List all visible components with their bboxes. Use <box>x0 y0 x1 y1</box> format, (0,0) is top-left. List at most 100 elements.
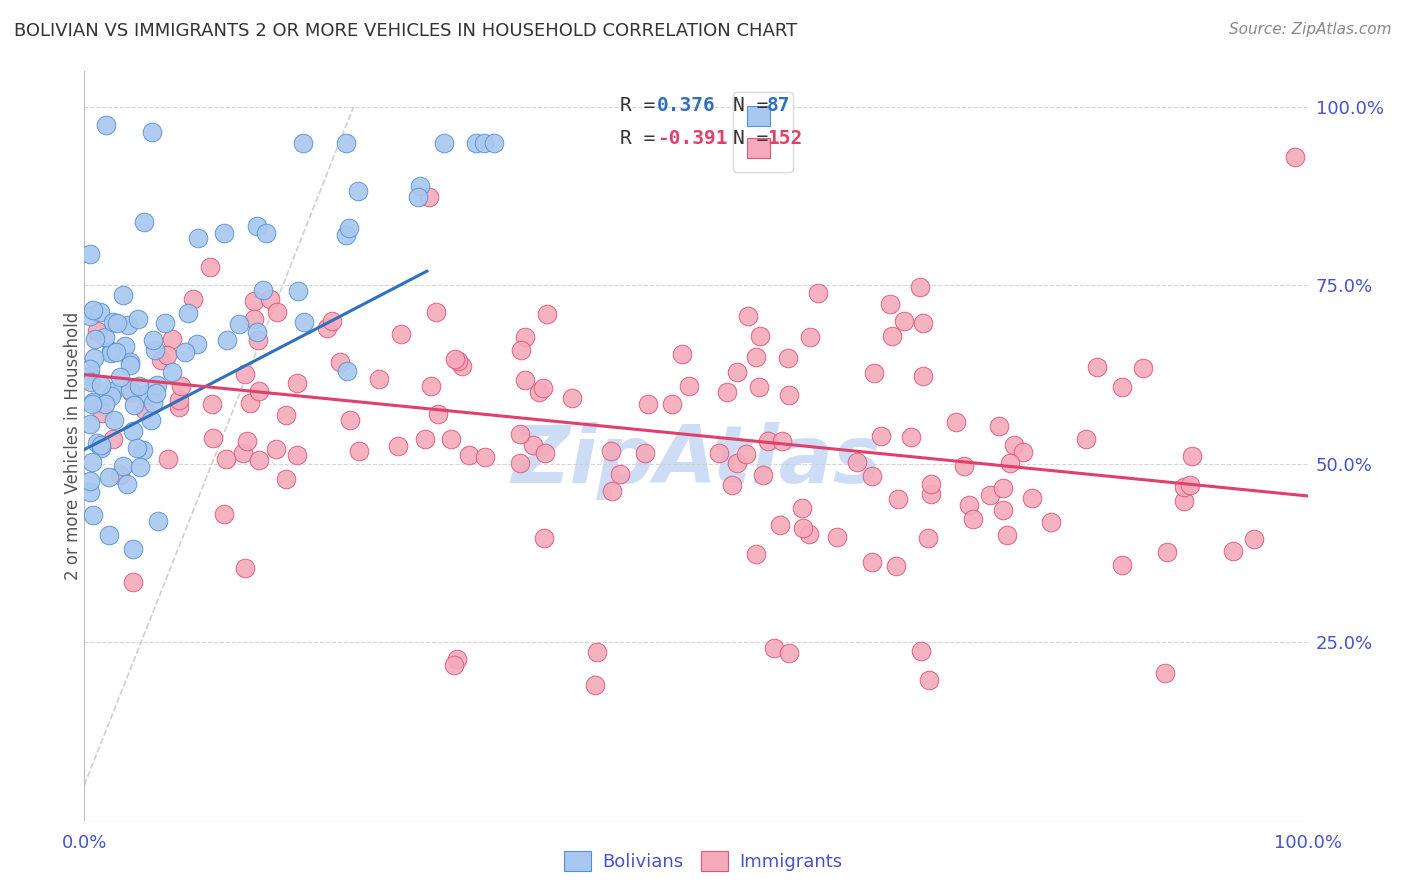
Point <box>721 478 744 492</box>
Point <box>778 388 800 402</box>
Point <box>82 395 104 409</box>
Point <box>121 424 143 438</box>
Point <box>97 528 120 542</box>
Point <box>274 472 297 486</box>
Point <box>105 344 128 359</box>
Point <box>167 401 190 415</box>
Point <box>132 215 155 229</box>
Point <box>534 446 557 460</box>
Point <box>90 378 112 392</box>
Point <box>474 450 496 464</box>
Point <box>911 368 934 383</box>
Point <box>82 303 104 318</box>
Point <box>170 378 193 392</box>
Y-axis label: 2 or more Vehicles in Household: 2 or more Vehicles in Household <box>65 312 82 580</box>
Point <box>458 449 481 463</box>
Point <box>86 324 108 338</box>
Point <box>80 375 103 389</box>
Point <box>94 330 117 344</box>
Point <box>101 432 124 446</box>
Point <box>886 492 908 507</box>
Point <box>339 412 361 426</box>
Point <box>103 413 125 427</box>
Point <box>141 413 163 427</box>
Point <box>239 395 262 409</box>
Point <box>79 310 101 324</box>
Point <box>797 527 820 541</box>
Point <box>90 441 112 455</box>
Point <box>114 338 136 352</box>
Text: ZipAtlas: ZipAtlas <box>510 422 882 500</box>
Point <box>583 678 606 692</box>
Point <box>1111 558 1133 573</box>
Point <box>418 190 440 204</box>
Point <box>387 439 409 453</box>
Point <box>678 378 700 392</box>
Point <box>671 347 693 361</box>
Point <box>792 521 814 535</box>
Point <box>347 184 370 198</box>
Point <box>79 484 101 499</box>
Point <box>427 407 450 421</box>
Point <box>749 329 772 343</box>
Point <box>484 136 506 150</box>
Point <box>911 316 934 330</box>
Point <box>103 315 125 329</box>
Point <box>908 280 931 294</box>
Point <box>1132 360 1154 375</box>
Point <box>141 125 163 139</box>
Point <box>329 355 352 369</box>
Point <box>879 297 901 311</box>
Point <box>82 454 104 468</box>
Point <box>82 508 104 522</box>
Point <box>531 381 554 395</box>
Point <box>725 456 748 470</box>
Point <box>988 419 1011 434</box>
Point <box>84 333 107 347</box>
Point <box>93 397 115 411</box>
Point <box>89 305 111 319</box>
Point <box>945 415 967 429</box>
Text: Source: ZipAtlas.com: Source: ZipAtlas.com <box>1229 22 1392 37</box>
Point <box>243 311 266 326</box>
Point <box>90 437 112 451</box>
Point <box>233 560 256 574</box>
Point <box>447 354 470 368</box>
Point <box>440 432 463 446</box>
Point <box>735 447 758 461</box>
Point <box>177 306 200 320</box>
Point <box>132 442 155 457</box>
Point <box>991 482 1014 496</box>
Point <box>884 559 907 574</box>
Point <box>790 500 813 515</box>
Point <box>1156 544 1178 558</box>
Point <box>247 453 270 467</box>
Point <box>446 652 468 666</box>
Point <box>634 445 657 459</box>
Point <box>509 456 531 470</box>
Point <box>142 333 165 347</box>
Point <box>799 330 821 344</box>
Point <box>217 333 239 347</box>
Point <box>910 644 932 658</box>
Point <box>162 365 184 379</box>
Point <box>101 384 124 398</box>
Point <box>536 307 558 321</box>
Point <box>1181 449 1204 463</box>
Point <box>917 532 939 546</box>
Point <box>108 467 131 482</box>
Point <box>918 673 941 688</box>
Point <box>515 330 537 344</box>
Point <box>1222 544 1244 558</box>
Point <box>247 384 270 398</box>
Point <box>186 337 208 351</box>
Point <box>232 445 254 459</box>
Point <box>991 502 1014 516</box>
Point <box>846 455 869 469</box>
Point <box>995 528 1018 542</box>
Point <box>100 346 122 360</box>
Point <box>1243 532 1265 546</box>
Point <box>952 458 974 473</box>
Point <box>716 384 738 399</box>
Point <box>920 486 942 500</box>
